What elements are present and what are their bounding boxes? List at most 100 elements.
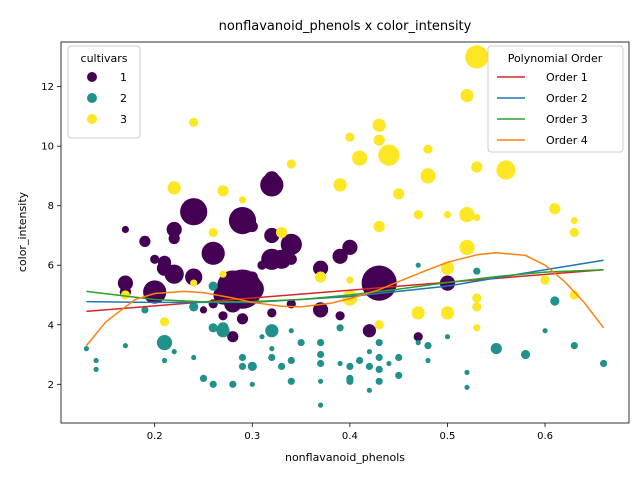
- point-cultivar-3-31: [460, 89, 474, 103]
- point-cultivar-2-10: [199, 374, 208, 382]
- point-cultivar-3-35: [471, 161, 483, 173]
- point-cultivar-3-14: [346, 276, 354, 284]
- polynomial-legend-box: [487, 45, 624, 153]
- point-cultivar-2-25: [278, 362, 286, 370]
- point-cultivar-3-2: [167, 181, 181, 195]
- point-cultivar-2-48: [386, 360, 392, 367]
- point-cultivar-2-17: [238, 353, 247, 362]
- point-cultivar-1-13: [199, 306, 208, 314]
- point-cultivar-3-29: [440, 261, 455, 275]
- point-cultivar-3-22: [378, 144, 400, 166]
- point-cultivar-1-39: [313, 260, 329, 276]
- point-cultivar-2-57: [464, 384, 470, 390]
- point-cultivar-2-36: [337, 360, 343, 367]
- point-cultivar-2-37: [346, 362, 354, 370]
- point-cultivar-1-11: [180, 198, 208, 226]
- point-cultivar-1-5: [150, 254, 160, 264]
- point-cultivar-2-23: [269, 346, 275, 352]
- point-cultivar-3-30: [440, 306, 455, 320]
- point-cultivar-1-43: [362, 324, 376, 338]
- point-cultivar-2-21: [259, 334, 265, 340]
- point-cultivar-2-31: [317, 350, 325, 359]
- point-cultivar-1-16: [218, 311, 228, 321]
- point-cultivar-2-12: [208, 323, 218, 333]
- point-cultivar-2-32: [317, 359, 325, 368]
- cultivar-legend-marker-2: [87, 93, 97, 103]
- point-cultivar-2-30: [317, 339, 325, 347]
- cultivar-legend-box: [67, 45, 141, 139]
- point-cultivar-3-17: [352, 150, 368, 166]
- plot-frame: [60, 41, 630, 424]
- point-cultivar-2-8: [189, 302, 199, 312]
- point-cultivar-2-55: [444, 334, 451, 340]
- x-tick-label-0: 0.2: [147, 431, 163, 442]
- point-cultivar-3-20: [373, 220, 385, 233]
- cultivar-legend: cultivars 1 2 3: [67, 45, 141, 139]
- cultivar-legend-label-1: 1: [120, 71, 127, 84]
- cultivar-legend-label-2: 2: [120, 92, 127, 105]
- point-cultivar-2-7: [171, 349, 177, 355]
- point-cultivar-1-0: [121, 225, 129, 234]
- x-axis-label: nonflavanoid_phenols: [285, 451, 405, 464]
- point-cultivar-1-10: [168, 232, 180, 245]
- point-cultivar-2-58: [473, 267, 481, 275]
- cultivar-legend-title: cultivars: [81, 52, 128, 65]
- point-cultivar-3-18: [372, 118, 386, 132]
- point-cultivar-2-33: [318, 378, 324, 384]
- point-cultivar-3-19: [373, 134, 385, 146]
- points-layer: [83, 45, 608, 408]
- point-cultivar-2-13: [208, 281, 218, 291]
- point-cultivar-2-24: [268, 353, 276, 362]
- point-cultivar-3-33: [459, 239, 475, 255]
- point-cultivar-3-27: [420, 168, 436, 184]
- point-cultivar-1-35: [285, 253, 297, 265]
- point-cultivar-2-43: [366, 387, 372, 393]
- point-cultivar-2-6: [161, 357, 168, 364]
- y-tick-label-5: 12: [41, 82, 54, 93]
- point-cultivar-3-26: [423, 144, 433, 154]
- point-cultivar-2-18: [238, 362, 247, 370]
- point-cultivar-2-15: [216, 324, 230, 338]
- fit-lines-layer: [85, 251, 605, 347]
- polynomial-legend: Polynomial Order Order 1 Order 2 Order 3…: [487, 45, 624, 153]
- point-cultivar-3-6: [217, 185, 229, 197]
- fit-line-order-4: [85, 251, 605, 347]
- point-cultivar-1-38: [313, 302, 329, 318]
- point-cultivar-2-35: [336, 324, 344, 332]
- point-cultivar-2-63: [570, 342, 578, 350]
- point-cultivar-2-59: [490, 343, 502, 355]
- point-cultivar-1-34: [280, 233, 302, 255]
- point-cultivar-3-45: [569, 290, 579, 300]
- point-cultivar-3-24: [413, 210, 423, 220]
- point-cultivar-3-41: [540, 275, 550, 285]
- point-cultivar-2-51: [415, 340, 421, 346]
- point-cultivar-1-27: [246, 220, 258, 233]
- y-axis-label: color_intensity: [16, 191, 29, 272]
- point-cultivar-3-7: [219, 270, 227, 278]
- point-cultivar-2-62: [550, 296, 560, 306]
- point-cultivar-3-3: [189, 117, 199, 127]
- x-tick-label-4: 0.6: [537, 431, 553, 442]
- point-cultivar-1-4: [143, 280, 167, 304]
- point-cultivar-2-11: [209, 380, 217, 388]
- point-cultivar-1-33: [272, 249, 292, 269]
- point-cultivar-3-38: [472, 302, 482, 312]
- point-cultivar-1-19: [227, 331, 239, 343]
- y-tick-label-2: 6: [48, 261, 54, 272]
- point-cultivar-2-29: [297, 339, 305, 347]
- y-tick-label-4: 10: [41, 142, 54, 153]
- point-cultivar-3-40: [496, 160, 516, 180]
- y-tick-label-3: 8: [48, 201, 54, 212]
- point-cultivar-3-4: [190, 279, 198, 287]
- point-cultivar-2-41: [366, 349, 372, 355]
- point-cultivar-1-2: [117, 275, 133, 291]
- point-cultivar-3-37: [472, 293, 482, 303]
- polynomial-legend-title: Polynomial Order: [508, 52, 603, 65]
- point-cultivar-1-41: [342, 239, 358, 255]
- point-cultivar-2-44: [375, 339, 383, 347]
- point-cultivar-1-24: [240, 277, 264, 301]
- point-cultivar-1-25: [246, 271, 258, 283]
- point-cultivar-2-2: [93, 366, 99, 372]
- point-cultivar-2-3: [122, 343, 128, 349]
- point-cultivar-3-5: [208, 227, 218, 238]
